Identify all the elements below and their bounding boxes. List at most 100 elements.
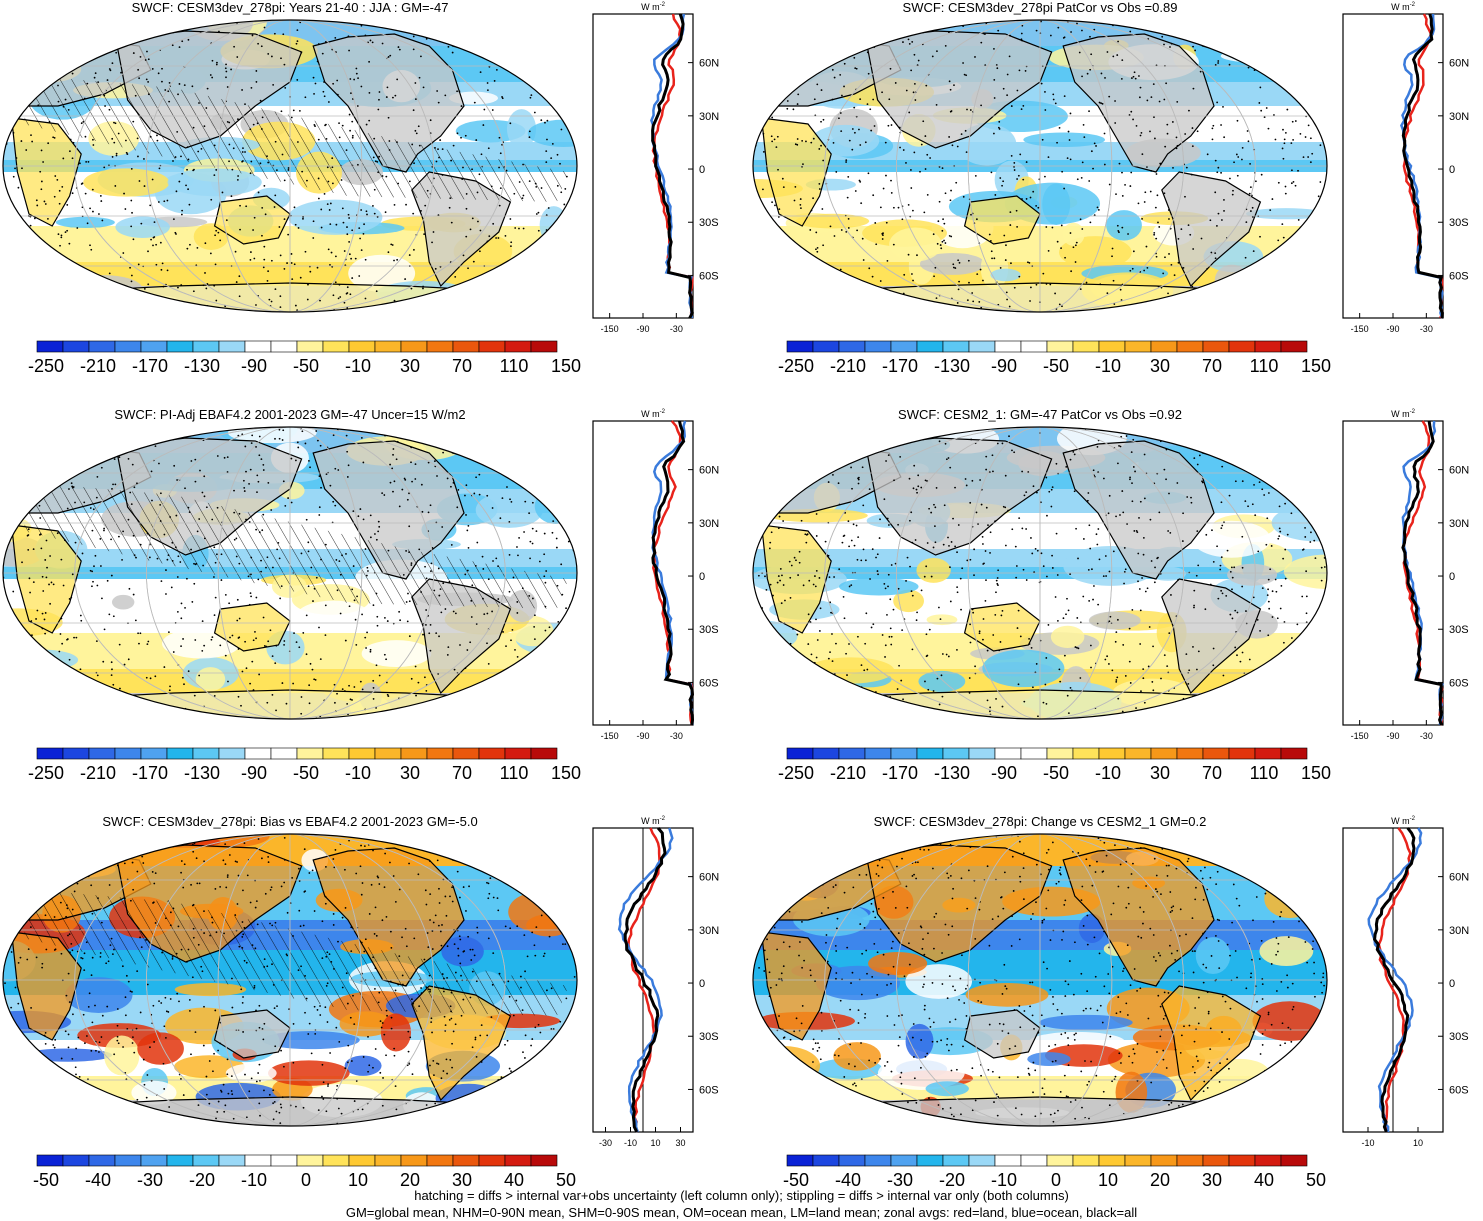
zonal-units-label: W m-2 xyxy=(1391,2,1415,12)
colorbar-label: 20 xyxy=(399,1170,421,1190)
colorbar-swatch xyxy=(864,747,892,760)
colorbar-swatch xyxy=(1150,747,1178,760)
colorbar-swatch xyxy=(322,1154,350,1167)
zonal-ytick: 60S xyxy=(1449,270,1469,282)
colorbar-swatch xyxy=(88,1154,116,1167)
colorbar-swatch xyxy=(812,747,840,760)
colorbar-label: -50 xyxy=(32,1170,60,1190)
colorbar-swatch xyxy=(530,1154,558,1167)
colorbar-label: -30 xyxy=(886,1170,914,1190)
colorbar-swatch xyxy=(1072,747,1100,760)
colorbar-swatch xyxy=(140,1154,168,1167)
zonal-xtick: -30 xyxy=(670,731,683,741)
zonal-xtick: -10 xyxy=(624,1138,637,1148)
zonal-ytick: 0 xyxy=(699,571,705,583)
zonal-ytick: 60S xyxy=(1449,1084,1469,1096)
colorbar-swatch xyxy=(1020,1154,1048,1167)
footer-line1: hatching = diffs > internal var+obs unce… xyxy=(414,1188,1069,1203)
colorbar-swatch xyxy=(1046,1154,1074,1167)
zonal-ytick: 0 xyxy=(699,978,705,990)
colorbar xyxy=(786,340,1308,353)
colorbar-label: -170 xyxy=(881,763,919,783)
colorbar-swatch xyxy=(1046,340,1074,353)
colorbar-swatch xyxy=(968,1154,996,1167)
colorbar-swatch xyxy=(916,747,944,760)
colorbar-label: 50 xyxy=(1305,1170,1327,1190)
colorbar-label: -90 xyxy=(990,763,1018,783)
zonal-xtick: -150 xyxy=(601,731,619,741)
zonal-ytick: 30S xyxy=(1449,624,1469,636)
zonal-all-curve xyxy=(651,420,695,726)
colorbar-swatch xyxy=(166,747,194,760)
colorbar-swatch xyxy=(786,1154,814,1167)
colorbar-label: 150 xyxy=(550,763,582,783)
zonal-xtick: -30 xyxy=(1420,731,1433,741)
colorbar-swatch xyxy=(994,747,1022,760)
colorbar-swatch xyxy=(1072,340,1100,353)
colorbar-label: -130 xyxy=(933,356,971,376)
zonal-ocean-curve xyxy=(1400,13,1444,319)
colorbar-swatch xyxy=(1124,340,1152,353)
colorbar-swatch xyxy=(864,340,892,353)
colorbar-swatch xyxy=(114,747,142,760)
colorbar-label: -10 xyxy=(344,356,372,376)
world-map xyxy=(2,426,578,720)
colorbar-swatch xyxy=(1176,1154,1204,1167)
colorbar-swatch xyxy=(36,747,64,760)
colorbar-label: -50 xyxy=(782,1170,810,1190)
colorbar-swatch xyxy=(166,1154,194,1167)
colorbar-label: 70 xyxy=(451,763,473,783)
colorbar-swatch xyxy=(400,1154,428,1167)
zonal-ytick: 60N xyxy=(699,465,719,477)
colorbar-label: 110 xyxy=(499,763,529,783)
colorbar-label: 70 xyxy=(1201,763,1223,783)
colorbar-swatch xyxy=(36,340,64,353)
zonal-xtick: -150 xyxy=(601,324,619,334)
zonal-xtick: -10 xyxy=(1361,1138,1374,1148)
panel-p5: SWCF: CESM3dev_278pi: Bias vs EBAF4.2 20… xyxy=(0,814,741,1221)
panel-p2: SWCF: CESM3dev_278pi PatCor vs Obs =0.89… xyxy=(750,0,1483,407)
colorbar-swatch xyxy=(1280,340,1308,353)
panel-p1: SWCF: CESM3dev_278pi: Years 21-40 : JJA … xyxy=(0,0,741,407)
zonal-ytick: 30S xyxy=(1449,1031,1469,1043)
colorbar-swatch xyxy=(322,747,350,760)
zonal-ocean-curve xyxy=(651,420,694,726)
zonal-average-plot: W m-2 60N 30N 0 30S 60S -150 -90 -30 xyxy=(1342,409,1469,741)
colorbar-label: 30 xyxy=(399,356,421,376)
colorbar-label: -90 xyxy=(240,356,268,376)
colorbar-swatch xyxy=(478,747,506,760)
colorbar-swatch xyxy=(348,340,376,353)
colorbar-swatch xyxy=(244,747,272,760)
colorbar-label: -90 xyxy=(990,356,1018,376)
colorbar-label: 70 xyxy=(1201,356,1223,376)
colorbar-label: -130 xyxy=(183,356,221,376)
colorbar-swatch xyxy=(1202,1154,1230,1167)
colorbar-swatch xyxy=(62,747,90,760)
zonal-units-label: W m-2 xyxy=(1391,409,1415,419)
zonal-ytick: 30S xyxy=(1449,217,1469,229)
colorbar-label: -250 xyxy=(27,763,65,783)
colorbar-swatch xyxy=(374,1154,402,1167)
zonal-ytick: 0 xyxy=(699,164,705,176)
colorbar-swatch xyxy=(270,1154,298,1167)
colorbar-swatch xyxy=(452,340,480,353)
zonal-all-curve xyxy=(651,13,694,319)
zonal-average-plot: W m-2 60N 30N 0 30S 60S -150 -90 -30 xyxy=(1342,2,1469,334)
colorbar-label: -90 xyxy=(240,763,268,783)
colorbar xyxy=(786,1154,1308,1167)
colorbar-swatch xyxy=(192,1154,220,1167)
colorbar-swatch xyxy=(218,340,246,353)
colorbar-label: 30 xyxy=(451,1170,473,1190)
panel-title: SWCF: CESM2_1: GM=-47 PatCor vs Obs =0.9… xyxy=(898,407,1182,422)
zonal-xtick: -90 xyxy=(1386,731,1399,741)
colorbar-swatch xyxy=(348,747,376,760)
colorbar-swatch xyxy=(36,1154,64,1167)
colorbar-swatch xyxy=(244,1154,272,1167)
colorbar-swatch xyxy=(166,340,194,353)
zonal-all-curve xyxy=(623,827,667,1133)
panel-title: SWCF: CESM3dev_278pi PatCor vs Obs =0.89 xyxy=(902,0,1178,15)
colorbar-label: -210 xyxy=(829,356,867,376)
colorbar-swatch xyxy=(322,340,350,353)
colorbar-swatch xyxy=(1072,1154,1100,1167)
map-field xyxy=(3,20,577,312)
